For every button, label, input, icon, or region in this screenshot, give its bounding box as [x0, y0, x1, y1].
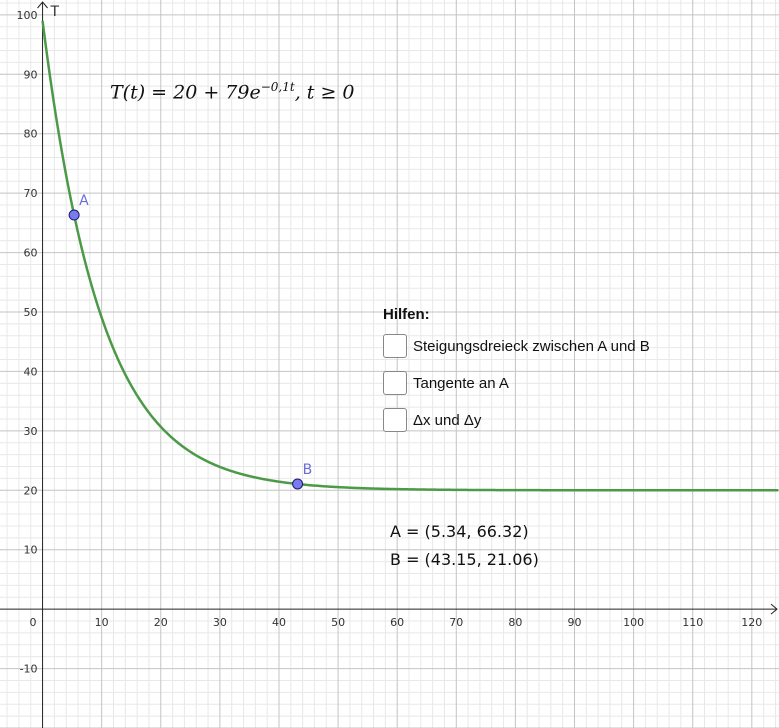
x-tick-label: 100	[623, 616, 644, 629]
option-tangent[interactable]: Tangente an A	[383, 368, 650, 398]
y-tick-label: 90	[24, 68, 38, 81]
option-slope-triangle[interactable]: Steigungsdreieck zwischen A und B	[383, 331, 650, 361]
y-axis-arrow	[37, 1, 48, 9]
checkbox-tangent[interactable]	[383, 371, 407, 395]
hilfen-title: Hilfen:	[383, 306, 430, 323]
points-layer[interactable]: AB	[68, 193, 313, 490]
y-axis-label: T	[50, 4, 60, 20]
function-formula: T(t) = 20 + 79e−0,1t, t ≥ 0	[110, 80, 355, 103]
x-axis-arrow	[770, 603, 778, 615]
coordinate-b: B = (43.15, 21.06)	[390, 550, 539, 569]
point-b-label: B	[303, 462, 313, 478]
checkbox-slope-triangle[interactable]	[383, 334, 407, 358]
checkbox-delta[interactable]	[383, 408, 407, 432]
x-tick-label: 50	[331, 616, 345, 629]
y-tick-label: 60	[24, 247, 38, 260]
formula-rhs: , t ≥ 0	[294, 81, 355, 104]
option-tangent-label: Tangente an A	[413, 374, 509, 392]
x-tick-label: 120	[741, 616, 762, 629]
option-delta[interactable]: Δx und Δy	[383, 405, 650, 435]
point-coordinates: A = (5.34, 66.32) B = (43.15, 21.06)	[390, 518, 539, 574]
option-delta-label: Δx und Δy	[413, 411, 482, 429]
x-tick-label: 90	[567, 616, 581, 629]
point-a-label: A	[79, 193, 89, 209]
y-tick-label: -10	[20, 663, 38, 676]
x-tick-label: 70	[449, 616, 463, 629]
x-tick-label: 80	[508, 616, 522, 629]
y-tick-label: 70	[24, 187, 38, 200]
y-tick-label: 50	[24, 306, 38, 319]
x-tick-label: 10	[95, 616, 109, 629]
tick-labels: 10 20 30 40 50 60 70 80 90 100 110 120 -10 10 20 30 40 50…	[17, 4, 763, 676]
curve-layer	[41, 20, 779, 492]
x-tick-label: 40	[272, 616, 286, 629]
coordinate-a: A = (5.34, 66.32)	[390, 522, 529, 541]
y-tick-label: 100	[17, 9, 38, 22]
x-tick-label: 60	[390, 616, 404, 629]
x-tick-label: 20	[154, 616, 168, 629]
y-tick-label: 10	[24, 544, 38, 557]
function-curve	[41, 20, 779, 492]
point-a[interactable]	[68, 209, 80, 221]
option-slope-triangle-label: Steigungsdreieck zwischen A und B	[413, 337, 650, 355]
origin-label: 0	[30, 616, 37, 629]
formula-lhs: T(t) = 20 + 79e	[110, 81, 261, 104]
hilfen-panel: Hilfen: Steigungsdreieck zwischen A und …	[383, 306, 650, 442]
formula-exponent: −0,1t	[260, 80, 295, 94]
y-tick-label: 40	[24, 365, 38, 378]
x-tick-label: 30	[213, 616, 227, 629]
x-tick-label: 110	[682, 616, 703, 629]
y-tick-label: 30	[24, 425, 38, 438]
y-tick-label: 80	[24, 128, 38, 141]
point-b[interactable]	[292, 478, 304, 490]
y-tick-label: 20	[24, 484, 38, 497]
